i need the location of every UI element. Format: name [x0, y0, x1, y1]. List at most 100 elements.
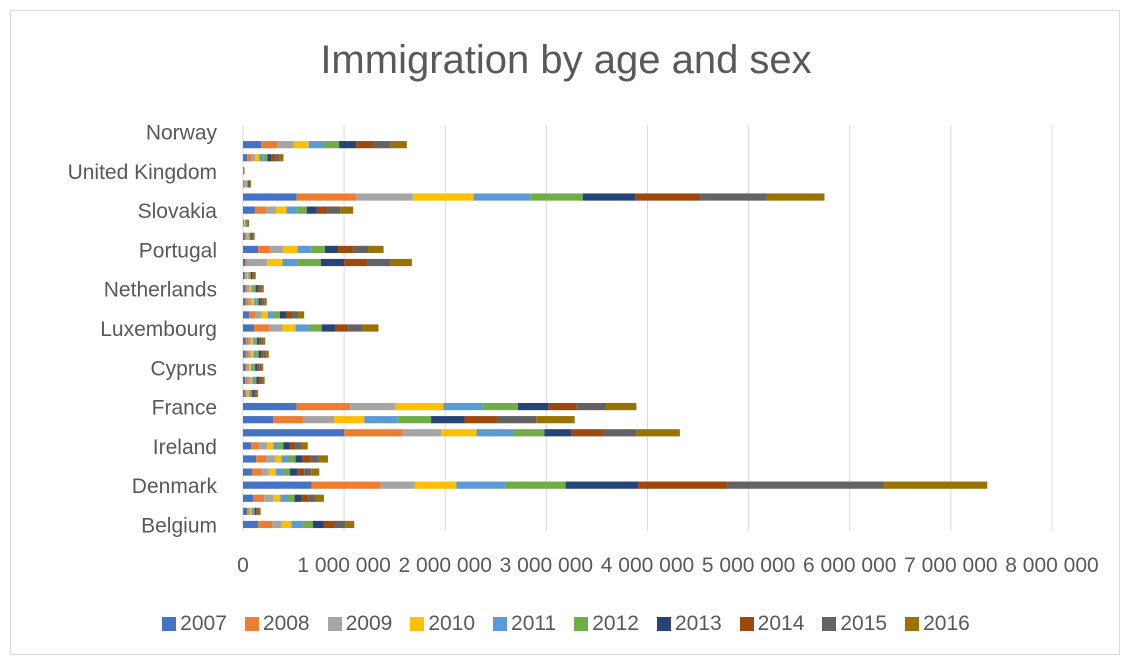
- bar-segment: [244, 389, 247, 398]
- bar-segment: [414, 481, 457, 489]
- bar-segment: [256, 507, 258, 515]
- legend-label: 2016: [923, 612, 970, 635]
- bar-segment: [267, 258, 283, 267]
- bar-segment: [296, 206, 307, 214]
- bar-segment: [266, 206, 277, 214]
- bar-segment: [606, 402, 637, 411]
- bar-segment: [252, 376, 255, 384]
- bar-segment: [245, 363, 248, 371]
- x-tick-label: 6 000 000: [803, 554, 896, 577]
- legend-item: 2007: [162, 612, 227, 636]
- bar-segment: [251, 154, 256, 162]
- bar-segment: [248, 298, 252, 306]
- bar-segment: [344, 429, 403, 437]
- legend-swatch: [656, 617, 671, 631]
- y-tick-label: Netherlands: [104, 279, 217, 302]
- y-tick-label: Luxembourg: [100, 318, 217, 341]
- bar-segment: [292, 311, 299, 319]
- bar-segment: [456, 481, 505, 489]
- bar-segment: [258, 298, 261, 306]
- bar-segment: [356, 141, 374, 149]
- bar-segment: [270, 245, 284, 254]
- bar-segment: [273, 442, 279, 450]
- bar-segment: [548, 402, 577, 411]
- bar-segment: [297, 258, 321, 267]
- bar-segment: [257, 507, 260, 515]
- legend-item: 2008: [244, 612, 310, 636]
- legend-swatch: [905, 617, 920, 631]
- bar-segment: [364, 416, 398, 424]
- bar-segment: [334, 416, 365, 424]
- legend-label: 2013: [674, 612, 722, 635]
- bar-segment: [335, 324, 349, 332]
- bar-segment: [243, 154, 248, 162]
- legend-item: 2014: [739, 612, 804, 636]
- bar-segment: [254, 272, 256, 280]
- bar-segment: [253, 363, 256, 371]
- y-tick-label: Belgium: [141, 514, 217, 537]
- legend-swatch: [493, 617, 508, 631]
- bar-segment: [243, 389, 245, 398]
- legend-label: 2007: [180, 612, 227, 635]
- bar-segment: [255, 206, 267, 214]
- bar-segment: [263, 337, 266, 345]
- bar-segment: [251, 350, 254, 358]
- legend-swatch: [327, 617, 342, 631]
- bar-segment: [251, 442, 260, 450]
- x-tick-label: 1 000 000: [297, 554, 390, 577]
- bar-segment: [335, 520, 346, 529]
- bar-segment: [243, 141, 262, 149]
- bar-segment: [254, 324, 270, 332]
- bar-segment: [254, 298, 257, 306]
- bar-segment: [263, 154, 268, 162]
- bar-segment: [884, 481, 988, 489]
- bar-segment: [243, 258, 246, 267]
- bar-segment: [251, 285, 254, 293]
- bar-segment: [308, 141, 324, 149]
- bar-segment: [283, 245, 298, 254]
- bar-segment: [249, 389, 251, 398]
- bar-segment: [356, 193, 413, 201]
- legend-swatch: [410, 617, 425, 631]
- bar-segment: [273, 416, 304, 424]
- bar-segment: [518, 402, 549, 411]
- bar-segment: [261, 311, 268, 319]
- bar-segment: [254, 376, 257, 384]
- bar-segment: [298, 311, 305, 319]
- y-tick-label: Portugal: [139, 239, 217, 262]
- bar-segment: [281, 520, 292, 529]
- legend-label: 2015: [840, 612, 888, 635]
- bar-segment: [243, 520, 259, 529]
- bar-segment: [251, 363, 254, 371]
- bar-segment: [248, 180, 250, 188]
- bar-segment: [244, 219, 245, 227]
- bar-segment: [255, 337, 258, 345]
- bar-segment: [275, 468, 283, 476]
- bar-segment: [247, 285, 250, 293]
- legend-swatch: [822, 617, 837, 631]
- x-tick-label: 4 000 000: [601, 554, 694, 577]
- bar-segment: [576, 402, 607, 411]
- bar-segment: [350, 402, 396, 411]
- bar-segment: [390, 141, 407, 149]
- bar-segment: [253, 389, 256, 398]
- bar-segment: [278, 442, 284, 450]
- bar-segment: [286, 206, 297, 214]
- bar-segment: [257, 285, 260, 293]
- bar-segment: [304, 468, 312, 476]
- bar-segment: [251, 337, 254, 345]
- bar-segment: [245, 337, 249, 345]
- bar-segment: [324, 245, 339, 254]
- bar-segment: [287, 494, 295, 502]
- bar-segment: [255, 363, 258, 371]
- bar-segment: [302, 520, 313, 529]
- x-tick-label: 3 000 000: [500, 554, 593, 577]
- bar-segment: [253, 272, 255, 280]
- bar-segment: [271, 154, 276, 162]
- bar-segment: [246, 232, 248, 240]
- bar-segment: [700, 193, 767, 201]
- bar-segment: [282, 258, 298, 267]
- bar-segment: [244, 219, 246, 227]
- bar-segment: [269, 324, 283, 332]
- bar-segment: [262, 298, 265, 306]
